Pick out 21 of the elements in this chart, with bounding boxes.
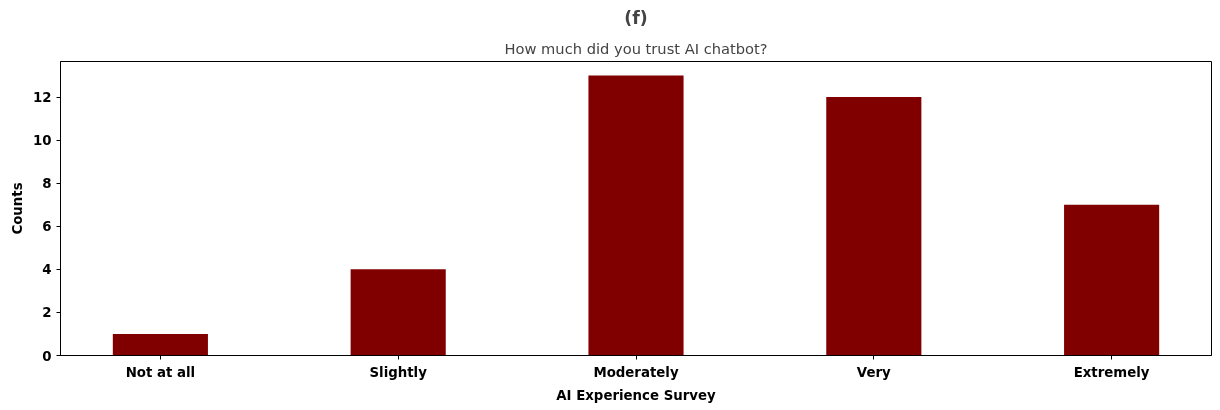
y-tick-label: 8 <box>42 176 52 192</box>
y-tick-label: 6 <box>42 219 52 235</box>
x-tick-label: Moderately <box>593 364 679 380</box>
bar <box>350 269 446 356</box>
y-tick-label: 12 <box>32 90 52 106</box>
bar <box>588 75 684 356</box>
y-tick-label: 4 <box>42 262 52 278</box>
bar <box>112 333 208 356</box>
y-axis-title: Counts <box>9 182 25 235</box>
y-tick-label: 2 <box>42 305 52 321</box>
x-tick-label: Not at all <box>125 364 196 380</box>
chart-title: (f) <box>624 7 648 28</box>
chart-subtitle: How much did you trust AI chatbot? <box>504 39 768 57</box>
x-tick-label: Very <box>856 364 892 380</box>
bar <box>1064 204 1160 356</box>
bar <box>826 97 922 356</box>
x-tick-label: Slightly <box>369 364 428 380</box>
x-axis-title: AI Experience Survey <box>556 387 717 403</box>
y-tick-label: 10 <box>32 133 52 149</box>
y-tick-label: 0 <box>42 348 52 364</box>
x-tick-label: Extremely <box>1073 364 1150 380</box>
